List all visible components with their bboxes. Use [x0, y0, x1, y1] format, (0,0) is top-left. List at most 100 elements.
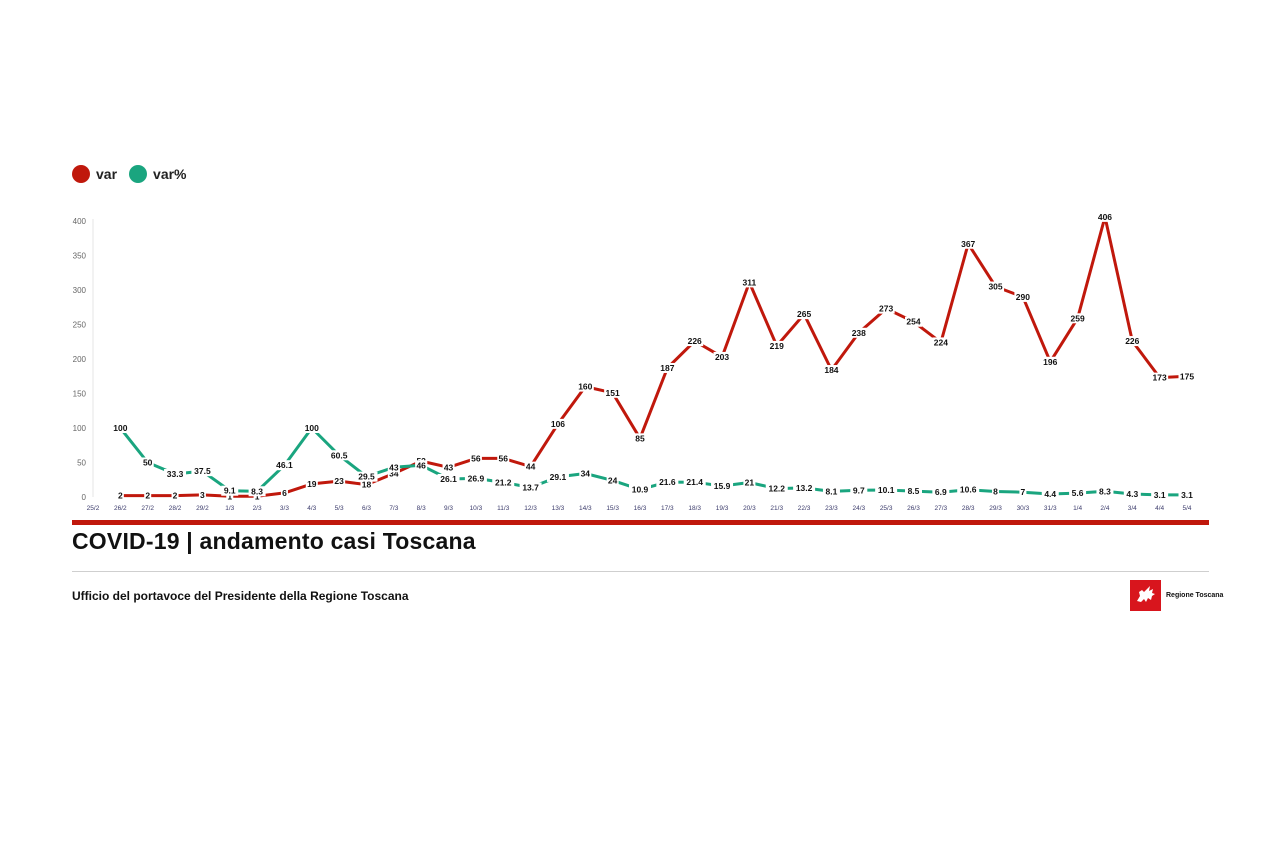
y-tick-label: 150: [73, 390, 87, 399]
data-label-var-percent: 21: [745, 478, 755, 488]
data-label-bg: [711, 481, 734, 492]
data-label-bg: [253, 491, 261, 502]
x-tick-label: 2/3: [253, 505, 262, 512]
data-label-bg: [360, 479, 373, 490]
x-tick-label: 17/3: [661, 505, 674, 512]
data-label-var-percent: 9.1: [224, 486, 236, 496]
data-label-var: 173: [1153, 373, 1167, 383]
data-label-bg: [171, 490, 179, 501]
data-label-bg: [1151, 489, 1169, 500]
data-label-bg: [355, 471, 378, 482]
data-label-bg: [850, 327, 868, 338]
data-label-bg: [877, 303, 895, 314]
legend-swatch-var-percent: [129, 165, 148, 183]
data-label-bg: [442, 462, 455, 473]
data-label-var-percent: 8.3: [251, 486, 263, 496]
data-label-var-percent: 8: [993, 486, 998, 496]
data-label-bg: [686, 336, 704, 347]
data-label-var-percent: 9.7: [853, 485, 865, 495]
x-tick-label: 11/3: [497, 505, 510, 512]
data-label-bg: [305, 478, 318, 489]
x-tick-label: 25/3: [880, 505, 893, 512]
y-tick-label: 300: [73, 286, 87, 295]
data-label-var-percent: 21.6: [659, 477, 676, 487]
data-label-var-percent: 29.5: [358, 472, 375, 482]
y-tick-label: 100: [73, 424, 87, 433]
y-tick-label: 200: [73, 355, 87, 364]
x-tick-label: 15/3: [606, 505, 619, 512]
y-tick-label: 400: [73, 217, 87, 226]
data-label-var: 305: [988, 282, 1002, 292]
x-tick-label: 21/3: [770, 505, 783, 512]
x-tick-label: 3/3: [280, 505, 289, 512]
x-tick-label: 1/4: [1073, 505, 1082, 512]
data-label-var-percent: 8.5: [908, 486, 920, 496]
x-tick-label: 29/3: [989, 505, 1002, 512]
data-label-bg: [464, 473, 487, 484]
data-label-var: 44: [526, 462, 536, 472]
data-label-var: 290: [1016, 292, 1030, 302]
x-tick-label: 9/3: [444, 505, 453, 512]
legend-item-var: var: [72, 165, 117, 183]
data-label-bg: [1096, 211, 1114, 222]
x-tick-label: 26/2: [114, 505, 127, 512]
data-label-bg: [850, 485, 868, 496]
data-label-var-percent: 37.5: [194, 466, 211, 476]
data-label-var: 259: [1071, 313, 1085, 323]
data-label-bg: [303, 423, 321, 433]
data-label-var-percent: 33.3: [167, 469, 184, 479]
data-label-var: 175: [1180, 371, 1194, 381]
data-label-var: 2: [145, 491, 150, 501]
data-label-bg: [713, 351, 731, 362]
data-label-var: 273: [879, 304, 893, 314]
data-label-var: 196: [1043, 357, 1057, 367]
data-label-bg: [905, 486, 922, 497]
data-label-bg: [822, 486, 840, 497]
data-label-var: 106: [551, 419, 565, 429]
data-label-var-percent: 7: [1021, 487, 1026, 497]
data-label-var: 203: [715, 352, 729, 362]
data-label-var: 238: [852, 328, 866, 338]
x-tick-label: 30/3: [1017, 505, 1030, 512]
data-label-bg: [546, 471, 569, 482]
data-label-var: 226: [1125, 336, 1139, 346]
data-label-var: 184: [824, 365, 838, 375]
data-label-bg: [1151, 372, 1169, 383]
data-label-bg: [740, 277, 758, 288]
chart-legend: var var%: [72, 165, 187, 183]
data-label-bg: [1019, 487, 1027, 498]
x-tick-label: 31/3: [1044, 505, 1057, 512]
data-label-var-percent: 5.6: [1072, 488, 1084, 498]
data-label-bg: [987, 281, 1005, 292]
pegasus-icon: [1130, 580, 1161, 611]
data-label-bg: [111, 423, 129, 433]
data-label-var-percent: 10.9: [632, 484, 649, 494]
data-label-var-percent: 4.3: [1126, 489, 1138, 499]
data-label-bg: [793, 482, 816, 493]
series-line-var: [118, 215, 1189, 498]
data-label-bg: [415, 460, 428, 471]
data-label-bg: [656, 477, 679, 488]
data-label-var: 226: [688, 336, 702, 346]
x-tick-label: 4/4: [1155, 505, 1164, 512]
data-label-var: 34: [389, 469, 399, 479]
x-tick-label: 7/3: [389, 505, 398, 512]
y-tick-label: 250: [73, 321, 87, 330]
data-label-var: 19: [307, 479, 317, 489]
data-label-var: 1: [255, 491, 260, 501]
data-label-var-percent: 46.1: [276, 460, 293, 470]
data-label-var-percent: 26.9: [468, 473, 485, 483]
x-tick-label: 4/3: [307, 505, 316, 512]
data-label-var: 367: [961, 239, 975, 249]
data-label-var-percent: 100: [305, 423, 319, 433]
data-label-bg: [658, 362, 676, 373]
data-label-var: 219: [770, 341, 784, 351]
x-tick-label: 25/2: [87, 505, 100, 512]
x-tick-label: 8/3: [417, 505, 426, 512]
data-label-bg: [221, 485, 239, 496]
data-label-bg: [992, 486, 1000, 497]
data-label-bg: [634, 433, 646, 444]
x-tick-label: 23/3: [825, 505, 838, 512]
footer-credit: Ufficio del portavoce del Presidente del…: [72, 589, 409, 603]
data-label-var: 56: [471, 453, 481, 463]
